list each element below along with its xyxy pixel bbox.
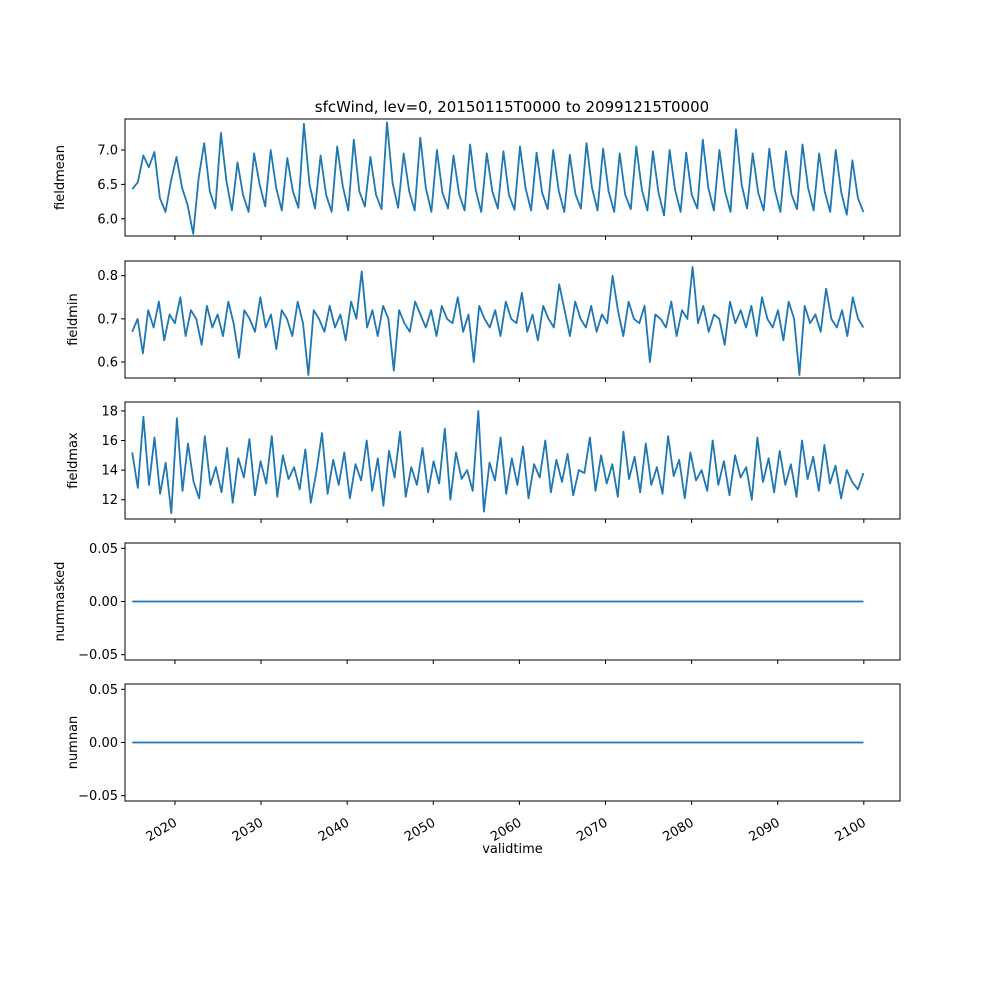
x-tick-label: 2040 xyxy=(316,815,352,845)
y-axis-label: nummasked xyxy=(53,562,68,642)
y-tick-label: 12 xyxy=(101,493,118,508)
y-tick-label: 6.5 xyxy=(97,178,118,193)
y-tick-label: 0.8 xyxy=(97,269,118,284)
y-tick-label: −0.05 xyxy=(78,648,118,663)
x-tick-label: 2020 xyxy=(144,815,180,845)
x-tick-label: 2080 xyxy=(660,815,696,845)
series-line-fieldmean xyxy=(131,121,865,235)
y-tick-label: 0.05 xyxy=(89,683,118,698)
x-tick-label: 2090 xyxy=(747,815,783,845)
x-tick-label: 2100 xyxy=(833,815,869,845)
y-axis-label: numnan xyxy=(66,716,81,770)
x-tick-label: 2070 xyxy=(574,815,610,845)
panel-fieldmax: 12 14 16 18 fieldmax xyxy=(66,401,901,523)
y-tick-label: 0.05 xyxy=(89,542,118,557)
y-tick-label: 16 xyxy=(101,434,118,449)
panel-fieldmin: 0.6 0.7 0.8 fieldmin xyxy=(66,260,901,382)
axes-frame xyxy=(124,118,901,237)
x-tick-label: 2060 xyxy=(488,815,524,845)
panel-numnan: −0.05 0.00 0.05 2020 2030 2040 2050 2060 2070 208… xyxy=(66,683,901,857)
y-tick-label: 0.00 xyxy=(89,736,118,751)
x-tick-label: 2050 xyxy=(402,815,438,845)
series-line-fieldmin xyxy=(131,266,865,376)
panel-fieldmean: 6.0 6.5 7.0 fieldmean xyxy=(53,118,901,240)
y-tick-label: 0.6 xyxy=(97,356,118,371)
y-tick-label: 18 xyxy=(101,404,118,419)
series-line-fieldmax xyxy=(131,409,865,514)
panel-nummasked: −0.05 0.00 0.05 nummasked xyxy=(53,542,901,664)
y-axis-label: fieldmax xyxy=(66,432,81,489)
chart-title: sfcWind, lev=0, 20150115T0000 to 2099121… xyxy=(315,98,709,116)
panels: 6.06.57.0fieldmean0.60.70.8fieldmin12141… xyxy=(53,118,901,857)
y-tick-label: 7.0 xyxy=(97,143,118,158)
y-tick-label: 0.00 xyxy=(89,595,118,610)
axes-frame xyxy=(124,260,901,379)
y-tick-label: −0.05 xyxy=(78,789,118,804)
y-tick-label: 14 xyxy=(101,464,118,479)
y-axis-label: fieldmean xyxy=(53,145,68,210)
x-tick-label: 2030 xyxy=(230,815,266,845)
axes-frame xyxy=(124,401,901,520)
y-axis-label: fieldmin xyxy=(66,293,81,346)
x-axis-label: validtime xyxy=(482,842,543,857)
y-tick-label: 0.7 xyxy=(97,312,118,327)
y-tick-label: 6.0 xyxy=(97,212,118,227)
